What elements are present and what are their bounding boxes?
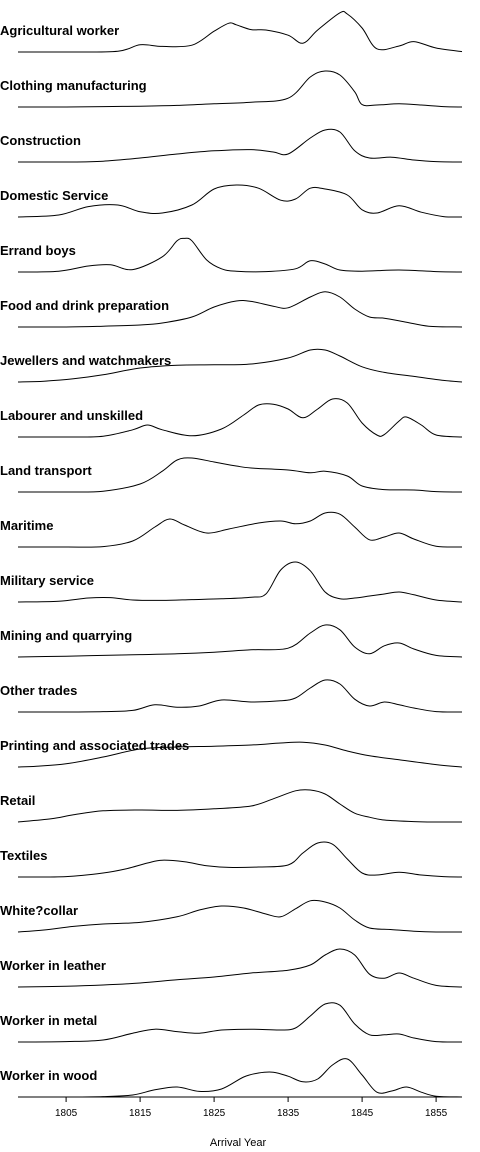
- ridge-other-trades: [17, 679, 463, 713]
- ridge-errand-boys: [17, 237, 463, 273]
- category-label: Agricultural worker: [0, 23, 119, 38]
- x-axis-ticks-group: 1805 1815 1825 1835 1845 1855: [55, 1097, 448, 1119]
- category-label: Construction: [0, 133, 81, 148]
- ridge-worker-in-wood: [17, 1058, 463, 1098]
- x-tick-label: 1845: [351, 1108, 374, 1119]
- ridge-retail: [17, 789, 463, 823]
- ridge-agricultural-worker: [17, 10, 463, 53]
- category-label: Worker in metal: [0, 1013, 97, 1028]
- category-label: Worker in leather: [0, 958, 106, 973]
- ridge-worker-in-metal: [17, 1002, 463, 1043]
- category-label: Other trades: [0, 683, 77, 698]
- ridge-worker-in-leather: [17, 948, 463, 988]
- category-label: White?collar: [0, 903, 78, 918]
- ridge-land-transport: [17, 457, 463, 493]
- category-label: Textiles: [0, 848, 47, 863]
- ridge-labourer-and-unskilled: [17, 398, 463, 438]
- category-label: Food and drink preparation: [0, 298, 169, 313]
- category-label: Military service: [0, 573, 94, 588]
- category-labels-group: Agricultural worker Clothing manufacturin…: [0, 23, 189, 1083]
- ridge-construction: [17, 128, 463, 163]
- x-axis-title: Arrival Year: [210, 1137, 267, 1149]
- x-tick-label: 1815: [129, 1108, 152, 1119]
- ridges-group: [17, 10, 463, 1098]
- x-tick-label: 1855: [425, 1108, 448, 1119]
- category-label: Labourer and unskilled: [0, 408, 143, 423]
- x-tick-label: 1835: [277, 1108, 300, 1119]
- category-label: Jewellers and watchmakers: [0, 353, 171, 368]
- category-label: Printing and associated trades: [0, 738, 189, 753]
- category-label: Retail: [0, 793, 35, 808]
- category-label: Domestic Service: [0, 188, 108, 203]
- ridge-military-service: [17, 561, 463, 603]
- category-label: Mining and quarrying: [0, 628, 132, 643]
- ridge-clothing-manufacturing: [17, 70, 463, 108]
- ridge-white-collar: [17, 899, 463, 933]
- category-label: Maritime: [0, 518, 53, 533]
- ridge-food-and-drink-preparation: [17, 291, 463, 328]
- ridge-jewellers-and-watchmakers: [17, 348, 463, 383]
- category-label: Worker in wood: [0, 1068, 97, 1083]
- ridge-printing-and-associated-trades: [17, 741, 463, 768]
- category-label: Land transport: [0, 463, 92, 478]
- category-label: Clothing manufacturing: [0, 78, 147, 93]
- category-label: Errand boys: [0, 243, 76, 258]
- x-tick-label: 1825: [203, 1108, 226, 1119]
- ridge-domestic-service: [17, 184, 463, 218]
- ridge-mining-and-quarrying: [17, 624, 463, 658]
- ridge-maritime: [17, 511, 463, 548]
- ridge-textiles: [17, 841, 463, 878]
- x-tick-label: 1805: [55, 1108, 78, 1119]
